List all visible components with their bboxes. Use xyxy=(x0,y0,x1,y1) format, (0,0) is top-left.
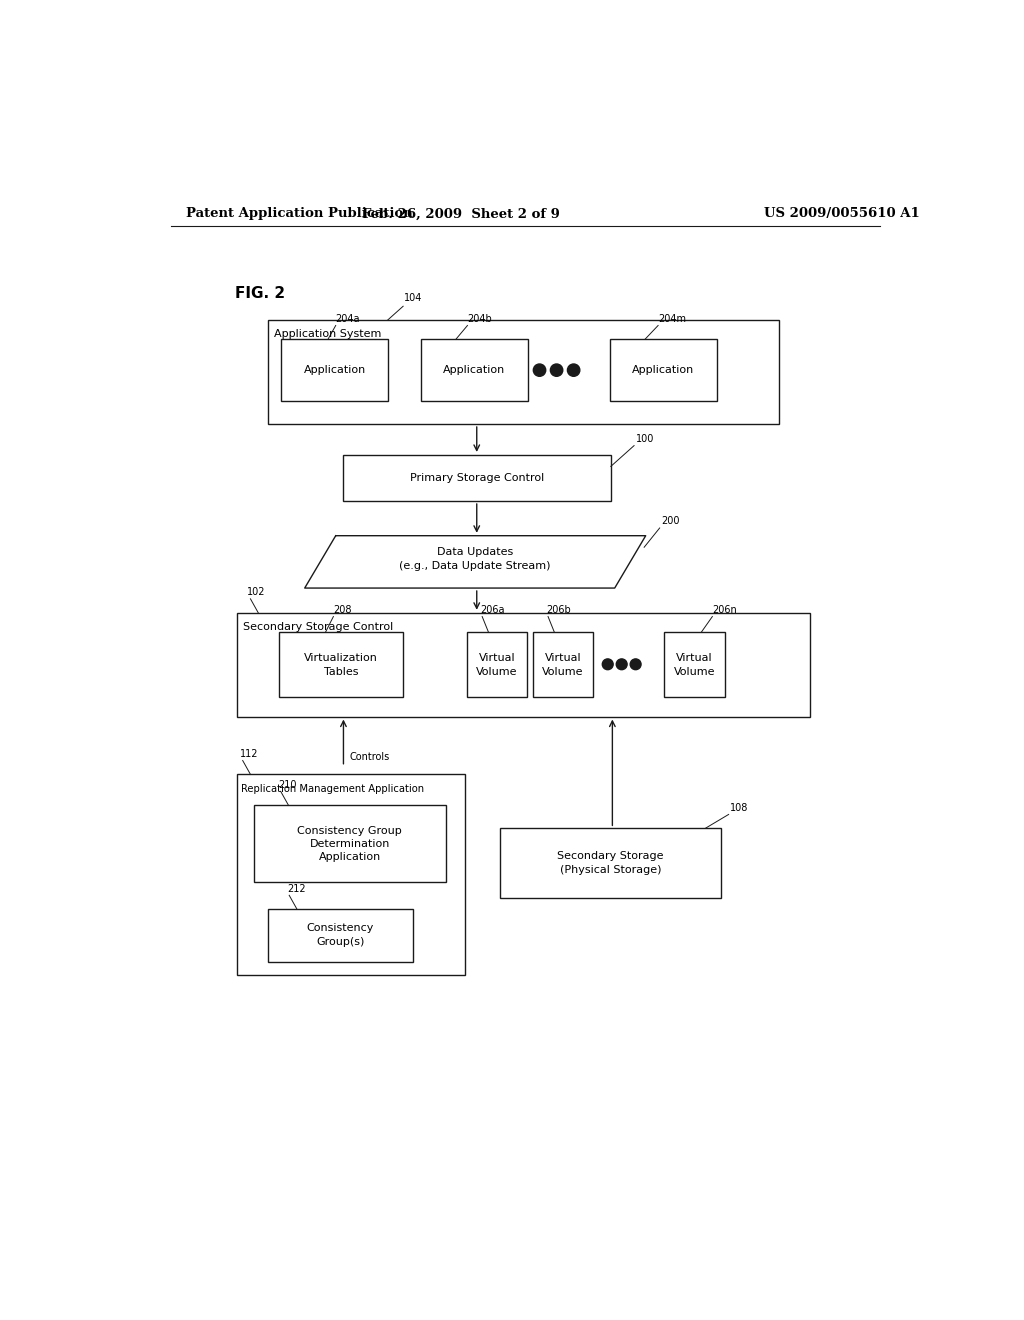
Circle shape xyxy=(602,659,613,669)
Text: 206a: 206a xyxy=(480,605,505,615)
Text: 112: 112 xyxy=(241,748,259,759)
Text: 102: 102 xyxy=(248,587,266,597)
Text: Virtual
Volume: Virtual Volume xyxy=(476,652,518,677)
Bar xyxy=(237,612,810,717)
Text: Secondary Storage Control: Secondary Storage Control xyxy=(243,622,393,632)
Bar xyxy=(610,339,717,401)
Text: 204a: 204a xyxy=(336,314,360,323)
Bar xyxy=(467,632,527,697)
Text: Data Updates
(e.g., Data Update Stream): Data Updates (e.g., Data Update Stream) xyxy=(399,546,551,570)
Text: Virtual
Volume: Virtual Volume xyxy=(674,652,716,677)
Text: Virtual
Volume: Virtual Volume xyxy=(542,652,584,677)
Text: Application: Application xyxy=(443,366,506,375)
Text: 108: 108 xyxy=(730,803,749,813)
Text: Patent Application Publication: Patent Application Publication xyxy=(186,207,413,220)
Bar xyxy=(665,632,725,697)
Text: Application: Application xyxy=(304,366,366,375)
Circle shape xyxy=(630,659,641,669)
Circle shape xyxy=(550,364,563,376)
Circle shape xyxy=(616,659,627,669)
Text: 100: 100 xyxy=(636,434,654,444)
Text: 210: 210 xyxy=(279,780,297,789)
Text: Feb. 26, 2009  Sheet 2 of 9: Feb. 26, 2009 Sheet 2 of 9 xyxy=(362,207,560,220)
Text: Application: Application xyxy=(633,366,694,375)
Text: 204b: 204b xyxy=(467,314,493,323)
Bar xyxy=(282,339,388,401)
Text: US 2009/0055610 A1: US 2009/0055610 A1 xyxy=(764,207,920,220)
Text: 204m: 204m xyxy=(658,314,686,323)
Text: Replication Management Application: Replication Management Application xyxy=(241,784,424,793)
Bar xyxy=(254,805,445,882)
Text: Application System: Application System xyxy=(273,330,381,339)
Bar xyxy=(532,632,593,697)
Bar xyxy=(421,339,528,401)
Text: 208: 208 xyxy=(334,605,352,615)
Bar xyxy=(500,829,721,898)
Text: Controls: Controls xyxy=(349,752,390,763)
Bar xyxy=(280,632,403,697)
Text: Virtualization
Tables: Virtualization Tables xyxy=(304,652,378,677)
Bar xyxy=(267,321,779,424)
Bar xyxy=(267,909,414,961)
Bar xyxy=(237,775,465,974)
Bar xyxy=(343,455,611,502)
Text: 200: 200 xyxy=(662,516,680,527)
Text: Secondary Storage
(Physical Storage): Secondary Storage (Physical Storage) xyxy=(557,851,664,875)
Text: 206b: 206b xyxy=(547,605,571,615)
Circle shape xyxy=(567,364,580,376)
Text: Primary Storage Control: Primary Storage Control xyxy=(410,473,545,483)
Text: Consistency Group
Determination
Application: Consistency Group Determination Applicat… xyxy=(297,825,402,862)
Text: 212: 212 xyxy=(287,884,305,894)
Text: 206n: 206n xyxy=(713,605,737,615)
Text: 104: 104 xyxy=(403,293,422,304)
Text: FIG. 2: FIG. 2 xyxy=(234,285,285,301)
Circle shape xyxy=(534,364,546,376)
Text: Consistency
Group(s): Consistency Group(s) xyxy=(306,923,374,948)
